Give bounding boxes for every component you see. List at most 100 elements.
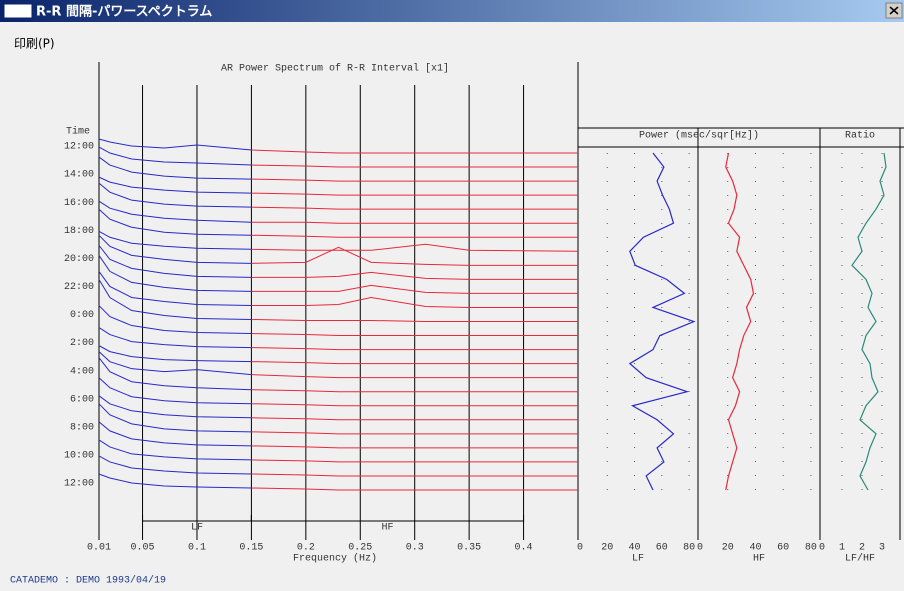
spectrum-trace [98,395,252,419]
close-button[interactable] [885,2,903,19]
y-tick-label: 12:00 [64,479,94,490]
spectrum-trace [251,361,578,365]
x-tick-label: 0.2 [297,543,315,554]
spectrum-trace [251,347,578,351]
title-bar [0,0,904,22]
spectrum-trace [98,439,252,461]
x-tick-label: 0.25 [348,543,372,554]
y-tick-label: 6:00 [70,394,94,405]
y-axis-title: Time [66,126,90,138]
spectrum-trace [98,138,252,151]
spectrum-trace [98,327,252,349]
spectrum-trace [98,200,252,223]
spectrum-trace [98,351,252,376]
x-tick-label: 60 [656,543,668,554]
spectrum-trace [251,243,579,252]
trend-line [628,152,696,491]
spectrum-trace [251,473,578,477]
x-tick-label: 0.01 [87,543,111,554]
spectrum-trace [251,234,578,238]
x-tick-label: 60 [777,543,789,554]
spectrum-trace [98,403,252,433]
spectrum-trace [251,403,578,407]
x-tick-label: 0.3 [406,543,424,554]
spectrum-trace [98,146,252,166]
spectrum-trace [251,206,578,210]
x-axis-title: Frequency (Hz) [293,553,377,565]
spectrum-trace [251,487,578,491]
x-tick-label: 0.35 [457,543,481,554]
band-label: HF [381,523,393,534]
x-axis-title: HF [753,554,765,565]
spectrum-trace [98,421,252,447]
y-tick-label: 12:00 [64,142,94,153]
x-tick-label: 2 [859,543,865,554]
y-tick-label: 22:00 [64,282,94,293]
y-tick-label: 0:00 [70,310,94,321]
x-tick-label: 0.4 [515,543,533,554]
x-tick-label: 0.1 [188,543,206,554]
spectrum-trace [251,246,578,266]
window-title: R-R 間隔-パワースペクトラム [36,4,212,20]
x-axis-title: LF/HF [845,553,875,565]
x-tick-label: 0.05 [131,543,155,554]
spectrum-trace [251,417,578,421]
spectrum-trace [251,221,578,224]
x-tick-label: 1 [839,543,845,554]
x-tick-label: 0 [697,543,703,554]
menu-print[interactable]: 印刷(P) [14,37,55,51]
x-tick-label: 40 [749,543,761,554]
band-label: LF [191,523,203,534]
x-tick-label: 40 [629,543,641,554]
spectrum-trace [251,192,578,196]
status-text: CATADEMO : DEMO 1993/04/19 [10,575,166,587]
spectrum-trace [98,455,252,475]
spectrum-trace [98,377,252,405]
x-tick-label: 0 [577,543,583,554]
spectrum-trace [251,149,578,154]
spectrum-trace [251,445,578,449]
spectrum-trace [98,182,252,208]
spectrum-trace [251,284,578,294]
spectrum-trace [98,279,252,320]
spectrum-trace [98,345,252,363]
x-tick-label: 20 [722,543,734,554]
spectrum-trace [251,374,578,379]
spectrum-trace [251,296,578,308]
panel-title: Power (msec/sqr[Hz]) [639,130,759,142]
y-tick-label: 4:00 [70,366,94,377]
x-tick-label: 80 [683,543,695,554]
y-tick-label: 10:00 [64,451,94,462]
spectrum-trace [251,319,578,322]
plots: AR Power Spectrum of R-R Interval [x1] Ti… [64,62,904,565]
app-icon [3,3,33,19]
spectrum-trace [98,305,252,335]
x-tick-label: 20 [601,543,613,554]
spectrum-trace [98,357,252,391]
spectrum-trace [251,271,578,280]
panel-title: Ratio [845,130,875,142]
band-bracket [250,515,525,522]
spectrum-trace [98,234,252,264]
spectrum-trace [251,389,578,393]
y-tick-label: 18:00 [64,226,94,237]
spectrum-trace [251,431,578,435]
x-axis-title: LF [632,554,644,565]
spectrum-trace [251,164,578,168]
x-tick-label: 0.15 [239,543,263,554]
spectrum-trace [98,473,252,489]
spectrum-trace [251,178,578,182]
y-tick-label: 20:00 [64,254,94,265]
x-tick-label: 3 [879,543,885,554]
y-tick-label: 16:00 [64,198,94,209]
spectrum-trace [98,245,252,278]
spectrum-trace [98,176,252,194]
spectrum-trace [98,271,252,306]
spectrum-trace [98,230,252,250]
y-tick-label: 2:00 [70,338,94,349]
spectrum-trace [98,156,252,180]
spectrum-trace [251,333,578,337]
